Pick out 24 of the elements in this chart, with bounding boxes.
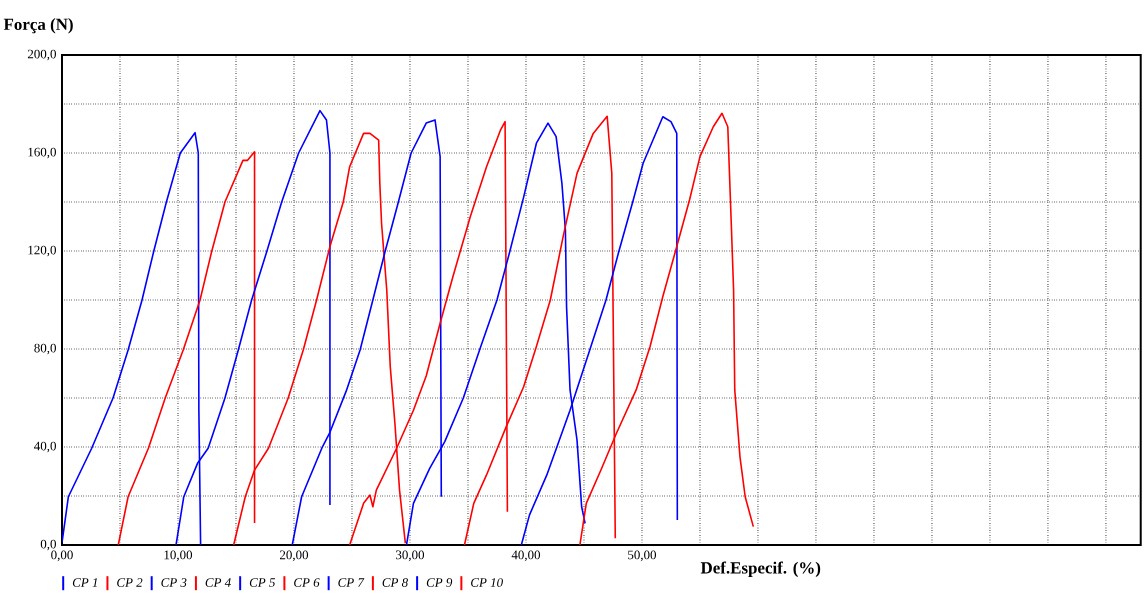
y-tick-label: 160,0: [28, 147, 56, 159]
x-tick-label: 50,00: [628, 550, 657, 562]
y-axis-title: Força (N): [3, 18, 73, 34]
x-tick-label: 10,00: [164, 550, 193, 562]
legend-label: CP 10: [471, 578, 503, 587]
y-tick-label: 120,0: [28, 245, 56, 257]
y-tick-label: 0,0: [40, 539, 56, 551]
legend-label: CP 7: [338, 578, 365, 587]
legend-label: CP 8: [382, 578, 408, 587]
y-tick-label: 200,0: [27, 49, 56, 61]
x-tick-label: 40,00: [511, 550, 541, 562]
legend-label: CP 4: [205, 578, 231, 587]
y-tick-label: 40,0: [34, 441, 56, 453]
y-tick-label: 80,0: [34, 343, 56, 355]
x-axis-title: Def.Especif. (%): [700, 561, 821, 578]
x-tick-label: 0,00: [51, 550, 73, 562]
legend-label: CP 9: [426, 578, 453, 587]
x-tick-label: 20,00: [279, 550, 309, 562]
legend-label: CP 2: [117, 578, 143, 587]
legend-label: CP 1: [72, 578, 98, 587]
x-tick-label: 30,00: [396, 550, 425, 562]
legend-label: CP 5: [249, 578, 276, 587]
legend-label: CP 3: [161, 578, 187, 587]
legend-label: CP 6: [294, 578, 320, 587]
